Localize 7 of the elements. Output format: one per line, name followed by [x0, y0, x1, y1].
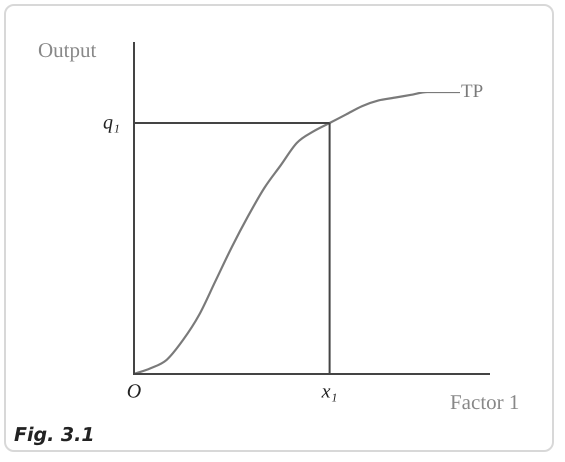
x-tick-label: O	[126, 380, 142, 402]
caption: Fig. 3.1	[14, 424, 95, 446]
x-axis-title: Factor 1	[450, 390, 520, 415]
ref-line-label: q₁	[103, 111, 120, 134]
series-label: TP	[461, 80, 484, 102]
y-axis-title: Output	[38, 38, 96, 63]
x-tick-label: x₁	[320, 380, 338, 402]
